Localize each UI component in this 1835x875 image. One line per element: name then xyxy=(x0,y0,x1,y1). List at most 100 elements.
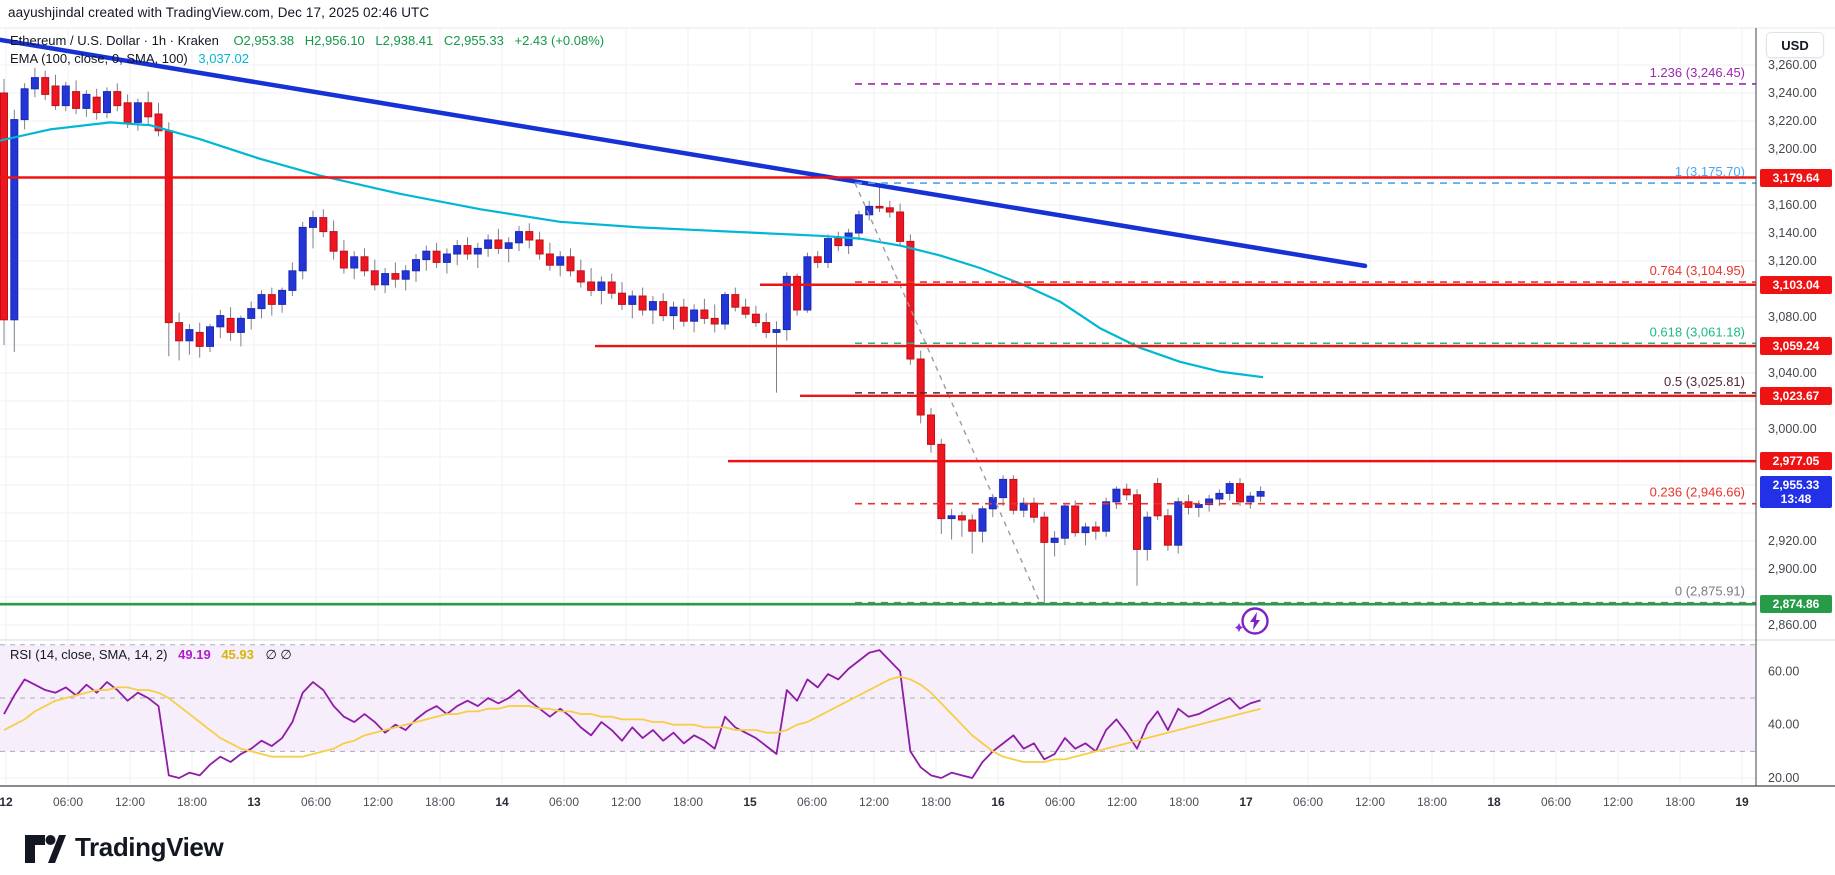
candle-body xyxy=(566,256,575,272)
candle-body xyxy=(61,85,70,107)
change-value: +2.43 (+0.08%) xyxy=(514,33,605,48)
rsi-label[interactable]: RSI (14, close, SMA, 14, 2) xyxy=(10,647,168,662)
candle-body xyxy=(721,294,729,325)
price-tick: 2,900.00 xyxy=(1768,562,1817,576)
candle-body xyxy=(628,295,637,305)
rsi-sma-line[interactable] xyxy=(3,675,1261,763)
low-value: L2,938.41 xyxy=(375,33,434,48)
candle-body xyxy=(432,250,441,263)
candle-body xyxy=(1009,478,1018,511)
candle-body xyxy=(1184,501,1193,508)
fib-level-label: 1.236 (3,246.45) xyxy=(1650,65,1745,80)
trendline[interactable] xyxy=(0,37,1368,269)
time-tick: 06:00 xyxy=(301,795,331,809)
symbol-legend[interactable]: Ethereum / U.S. Dollar · 1h · Kraken O2,… xyxy=(10,33,604,48)
time-tick: 12:00 xyxy=(363,795,393,809)
candle-body xyxy=(1071,505,1080,534)
candle-body xyxy=(247,308,256,319)
candle-body xyxy=(1174,501,1183,546)
candle-body xyxy=(144,102,153,118)
candle-body xyxy=(278,289,287,305)
candle-body xyxy=(700,309,709,319)
rsi-line[interactable] xyxy=(3,649,1261,779)
candle-body xyxy=(339,250,348,269)
candle-body xyxy=(92,96,101,114)
candle-body xyxy=(484,239,493,249)
fib-level-label: 0.618 (3,061.18) xyxy=(1650,324,1745,339)
time-tick: 12 xyxy=(0,795,13,809)
candle-body xyxy=(1030,502,1038,518)
candle-body xyxy=(72,91,81,109)
candle-body xyxy=(350,256,359,269)
candle-body xyxy=(1236,483,1244,503)
candle-body xyxy=(329,231,338,252)
price-tick: 3,040.00 xyxy=(1768,366,1817,380)
candle-body xyxy=(1040,516,1049,543)
rsi-tick: 40.00 xyxy=(1768,718,1799,732)
candle-body xyxy=(824,238,832,263)
fib-level-label: 0.764 (3,104.95) xyxy=(1650,263,1745,278)
time-tick: 12:00 xyxy=(115,795,145,809)
time-tick: 18:00 xyxy=(1665,795,1695,809)
candle-body xyxy=(267,294,276,305)
time-tick: 18:00 xyxy=(1169,795,1199,809)
tradingview-logo-text: TradingView xyxy=(75,831,224,862)
candle-body xyxy=(1205,498,1214,506)
candle-body xyxy=(30,77,39,90)
candle-body xyxy=(638,295,647,311)
candle-body xyxy=(226,317,235,333)
candle-body xyxy=(288,270,297,291)
tradingview-logo[interactable]: TradingView xyxy=(24,830,224,864)
price-tick: 3,080.00 xyxy=(1768,310,1817,324)
candle-body xyxy=(133,102,142,123)
candle-body xyxy=(896,211,905,242)
candle-body xyxy=(844,232,853,247)
fib-baseline[interactable] xyxy=(854,182,1041,604)
high-value: H2,956.10 xyxy=(304,33,365,48)
candle-body xyxy=(545,253,554,266)
candle-body xyxy=(885,207,894,213)
candle-body xyxy=(741,306,750,315)
ema-line[interactable] xyxy=(0,121,1264,379)
currency-button[interactable]: USD xyxy=(1766,32,1824,58)
supercharts-icon[interactable] xyxy=(1235,607,1269,635)
candle-body xyxy=(195,331,204,347)
candle-body xyxy=(1256,491,1265,497)
tradingview-logo-icon xyxy=(25,835,66,863)
price-tick: 2,920.00 xyxy=(1768,534,1817,548)
candle-body xyxy=(731,294,740,308)
time-tick: 18:00 xyxy=(177,795,207,809)
candle-body xyxy=(453,245,462,255)
candle-body xyxy=(1102,501,1111,532)
time-tick: 06:00 xyxy=(53,795,83,809)
candle-body xyxy=(978,508,987,532)
candle-body xyxy=(875,205,884,209)
time-tick: 06:00 xyxy=(1541,795,1571,809)
candles[interactable] xyxy=(0,67,1265,603)
time-tick: 06:00 xyxy=(1293,795,1323,809)
watermark: aayushjindal created with TradingView.co… xyxy=(8,5,430,20)
candle-body xyxy=(813,256,822,263)
ema-legend[interactable]: EMA (100, close, 0, SMA, 100) 3,037.02 xyxy=(10,51,249,66)
candle-body xyxy=(916,358,925,416)
candle-body xyxy=(597,281,606,291)
time-tick: 18:00 xyxy=(1417,795,1447,809)
rsi-legend[interactable]: RSI (14, close, SMA, 14, 2) 49.19 45.93 … xyxy=(10,647,292,663)
ema-label[interactable]: EMA (100, close, 0, SMA, 100) xyxy=(10,51,188,66)
price-tick: 3,220.00 xyxy=(1768,114,1817,128)
candle-body xyxy=(82,93,91,109)
candle-body xyxy=(1060,505,1069,539)
candle-body xyxy=(0,92,8,321)
price-tick: 3,120.00 xyxy=(1768,254,1817,268)
price-tick: 3,140.00 xyxy=(1768,226,1817,240)
candle-body xyxy=(10,119,19,321)
price-tick: 3,000.00 xyxy=(1768,422,1817,436)
candle-body xyxy=(906,240,915,360)
time-tick: 12:00 xyxy=(611,795,641,809)
symbol-title[interactable]: Ethereum / U.S. Dollar · 1h · Kraken xyxy=(10,33,219,48)
candle-body xyxy=(659,301,668,317)
candle-body xyxy=(618,292,626,305)
price-tick: 3,260.00 xyxy=(1768,58,1817,72)
